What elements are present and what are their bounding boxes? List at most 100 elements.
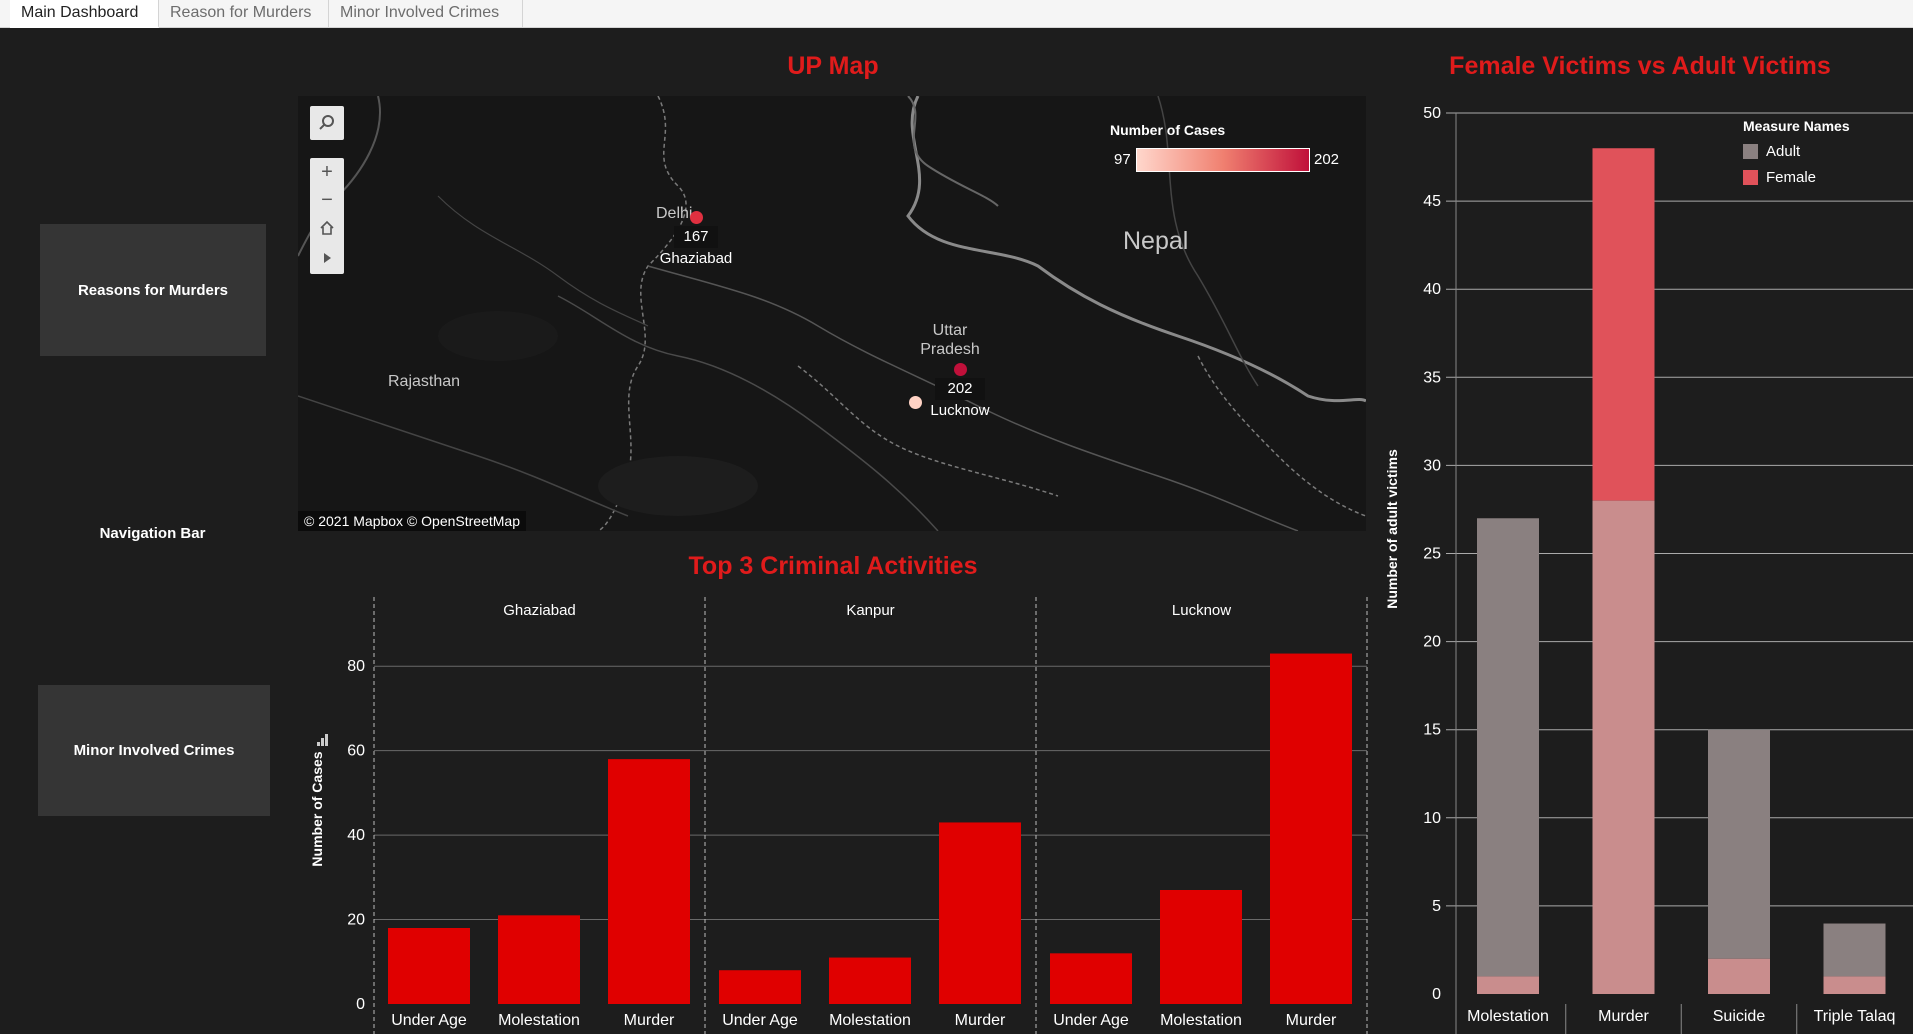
search-icon[interactable]: [310, 106, 344, 140]
victims-bar-upper: [1823, 923, 1886, 977]
victims-category-label: Murder: [1598, 1008, 1649, 1025]
top3-bar: [829, 957, 911, 1004]
ghaziabad-city: Ghaziabad: [659, 250, 733, 267]
legend-label-female: Female: [1766, 169, 1817, 186]
top3-category-label: Under Age: [1053, 1012, 1129, 1029]
tab-bar: Main Dashboard Reason for Murders Minor …: [0, 0, 1913, 28]
victims-ytick: 5: [1432, 898, 1441, 915]
top3-ytick: 20: [347, 912, 365, 929]
victims-bar-upper: [1592, 148, 1655, 501]
map-title: UP Map: [787, 52, 879, 80]
top3-ytick: 40: [347, 827, 365, 844]
tab-minor-involved-crimes[interactable]: Minor Involved Crimes: [329, 0, 523, 27]
tab-reason-for-murders[interactable]: Reason for Murders: [159, 0, 329, 27]
victims-bar-overlap: [1708, 958, 1770, 994]
top3-panel-label: Ghaziabad: [503, 602, 576, 619]
top3-category-label: Under Age: [722, 1012, 798, 1029]
top3-bar: [1160, 890, 1242, 1004]
top3-bar: [1270, 653, 1352, 1004]
top3-ytick: 60: [347, 743, 365, 760]
map-legend-gradient: [1136, 148, 1310, 172]
top3-ytick: 80: [347, 658, 365, 675]
plus-icon[interactable]: +: [321, 160, 333, 183]
ghaziabad-value: 167: [674, 226, 718, 248]
victims-bar-upper: [1708, 729, 1770, 959]
top3-bar: [388, 928, 470, 1004]
map-callout-ghaziabad: 167 Ghaziabad: [648, 226, 744, 270]
victims-bar-overlap: [1477, 976, 1539, 994]
up-line2: Pradesh: [920, 341, 980, 358]
top3-bar: [939, 822, 1021, 1004]
map-point-ghaziabad[interactable]: [690, 211, 703, 224]
top3-title: Top 3 Criminal Activities: [688, 552, 978, 580]
minor-involved-crimes-button[interactable]: Minor Involved Crimes: [38, 685, 270, 816]
victims-ytick: 0: [1432, 986, 1441, 1003]
top3-panel-label: Lucknow: [1172, 602, 1231, 619]
navigation-bar-title: Navigation Bar: [99, 525, 206, 542]
top3-bar: [608, 759, 690, 1004]
victims-ytick: 25: [1423, 546, 1441, 563]
map-label-rajasthan: Rajasthan: [388, 373, 461, 390]
adult-swatch: [1743, 144, 1758, 159]
top3-category-label: Molestation: [829, 1012, 911, 1029]
female-swatch: [1743, 170, 1758, 185]
top3-chart: 0 20 40 60 80 Ghaziabad Under Age Molestation Mu…: [309, 597, 1368, 1034]
lucknow-city: Lucknow: [930, 402, 990, 419]
map-label-uttar-pradesh: Uttar Pradesh: [910, 321, 990, 359]
top3-panel-label: Kanpur: [846, 602, 894, 619]
victims-bar-upper: [1477, 518, 1539, 977]
victims-title: Female Victims vs Adult Victims: [1449, 52, 1831, 80]
victims-ytick: 10: [1423, 810, 1441, 827]
legend-item-adult[interactable]: Adult: [1743, 143, 1850, 160]
victims-ytick: 50: [1423, 105, 1441, 122]
map-label-delhi: Delhi: [656, 205, 693, 222]
victims-bar-overlap: [1823, 976, 1886, 994]
victims-ytick: 20: [1423, 634, 1441, 651]
reasons-for-murders-button[interactable]: Reasons for Murders: [40, 224, 266, 356]
victims-chart: 0 5 10 15 20 25 30 35 40 45 50 Molestation Murder Sui…: [1384, 105, 1913, 1034]
map-label-nepal: Nepal: [1123, 227, 1189, 255]
lucknow-value: 202: [935, 378, 985, 400]
victims-ytick: 30: [1423, 457, 1441, 474]
top3-category-label: Molestation: [498, 1012, 580, 1029]
map-search-control: [310, 106, 344, 140]
map-attribution[interactable]: © 2021 Mapbox © OpenStreetMap: [298, 511, 526, 531]
victims-ytick: 45: [1423, 193, 1441, 210]
top3-bar: [1050, 953, 1132, 1004]
map-point-lucknow[interactable]: [909, 396, 922, 409]
up-line1: Uttar: [932, 322, 968, 339]
victims-legend: Measure Names Adult Female: [1743, 118, 1850, 186]
top3-category-label: Murder: [1286, 1012, 1337, 1029]
victims-legend-title: Measure Names: [1743, 118, 1850, 134]
top3-category-label: Molestation: [1160, 1012, 1242, 1029]
victims-category-label: Suicide: [1713, 1008, 1766, 1025]
map-zoom-controls: + −: [310, 158, 344, 274]
victims-category-label: Triple Talaq: [1814, 1008, 1896, 1025]
top3-bar: [498, 915, 580, 1004]
map-legend-max: 202: [1314, 151, 1340, 168]
victims-ytick: 40: [1423, 281, 1441, 298]
top3-category-label: Under Age: [391, 1012, 467, 1029]
legend-item-female[interactable]: Female: [1743, 169, 1850, 186]
top3-bar: [719, 970, 801, 1004]
legend-label-adult: Adult: [1766, 143, 1801, 160]
victims-bar-overlap: [1592, 500, 1655, 994]
top3-ylabel: Number of Cases: [309, 751, 325, 866]
victims-category-label: Molestation: [1467, 1008, 1549, 1025]
home-icon[interactable]: [310, 214, 344, 242]
victims-ytick: 15: [1423, 722, 1441, 739]
victims-ytick: 35: [1423, 369, 1441, 386]
minus-icon[interactable]: −: [321, 188, 333, 211]
tab-main-dashboard[interactable]: Main Dashboard: [10, 0, 159, 28]
top3-category-label: Murder: [955, 1012, 1006, 1029]
map-legend-min: 97: [1114, 151, 1131, 168]
top3-category-label: Murder: [624, 1012, 675, 1029]
map-legend-title: Number of Cases: [1110, 122, 1226, 138]
up-map[interactable]: + − Number of Cases 97 202 Delhi Nepal R…: [298, 96, 1366, 531]
map-callout-lucknow: 202 Lucknow: [912, 378, 1008, 422]
bar-chart-icon: [317, 734, 328, 746]
victims-ylabel: Number of adult victims: [1384, 449, 1400, 609]
map-point-kanpur[interactable]: [954, 363, 967, 376]
play-icon[interactable]: [310, 242, 344, 274]
top3-ytick: 0: [356, 996, 365, 1013]
